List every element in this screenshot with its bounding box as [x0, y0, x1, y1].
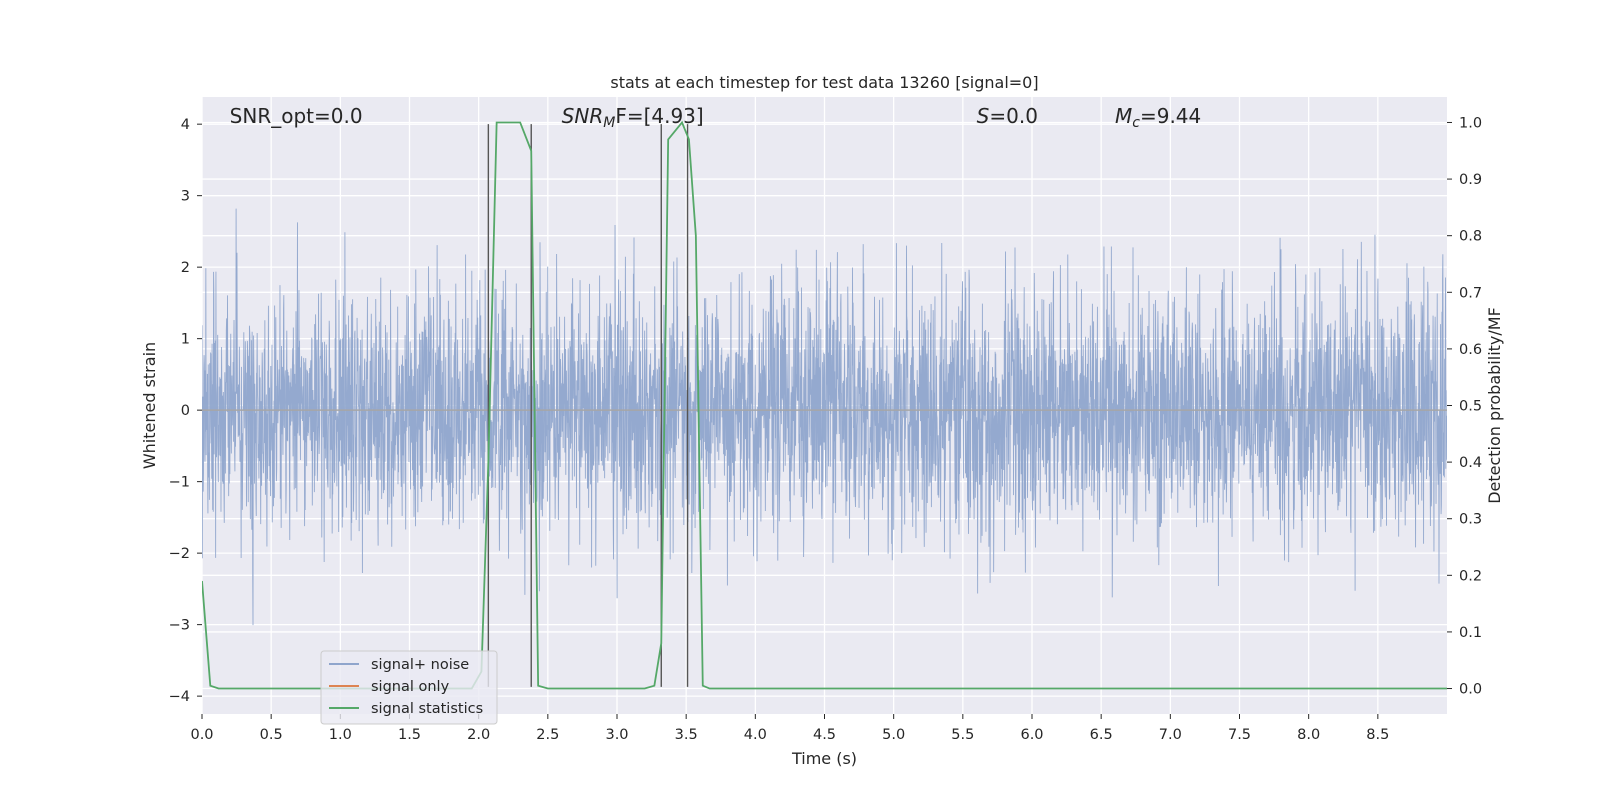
- x-tick-label: 8.5: [1366, 727, 1389, 743]
- x-tick-label: 5.0: [882, 727, 905, 743]
- y-left-tick-label: 1: [181, 332, 190, 348]
- x-tick-label: 8.0: [1297, 727, 1320, 743]
- x-tick-label: 2.0: [467, 727, 490, 743]
- y-right-tick-label: 1.0: [1459, 115, 1482, 131]
- x-tick-label: 6.0: [1020, 727, 1043, 743]
- y-left-tick-label: 3: [181, 189, 190, 205]
- annotation-snr-mf: SNRMF=[4.93]: [562, 104, 704, 131]
- annotation-mc: Mc=9.44: [1115, 104, 1201, 131]
- y-left-tick-label: −4: [169, 689, 190, 705]
- series-signal-noise: [202, 208, 1447, 626]
- y-left-tick-label: −3: [169, 618, 190, 634]
- y-axis-label-left: Whitened strain: [140, 342, 159, 469]
- x-tick-label: 7.0: [1159, 727, 1182, 743]
- y-right-tick-label: 0.2: [1459, 568, 1482, 584]
- x-tick-label: 6.5: [1090, 727, 1113, 743]
- y-left-tick-label: 2: [181, 260, 190, 276]
- y-left-tick-label: −2: [169, 546, 190, 562]
- y-right-tick-label: 0.7: [1459, 285, 1482, 301]
- y-left-tick-label: 4: [181, 117, 190, 133]
- y-right-tick-label: 0.4: [1459, 455, 1482, 471]
- y-right-tick-label: 0.6: [1459, 342, 1482, 358]
- x-axis-label: Time (s): [791, 749, 857, 768]
- axes: 0.0 0.5 1.0 1.5 2.0 2.5 3.0 3.5 4.0 4.5 5.0 5.5 6.0 6…: [169, 115, 1482, 743]
- y-right-tick-label: 0.8: [1459, 229, 1482, 245]
- legend-label-signal-only: signal only: [371, 679, 450, 695]
- x-tick-label: 3.5: [675, 727, 698, 743]
- x-tick-label: 0.5: [260, 727, 283, 743]
- x-tick-label: 2.5: [536, 727, 559, 743]
- x-tick-label: 3.0: [605, 727, 628, 743]
- y-left-tick-label: 0: [181, 403, 190, 419]
- y-right-tick-label: 0.3: [1459, 512, 1482, 528]
- x-tick-label: 0.0: [190, 727, 213, 743]
- y-right-tick-label: 0.0: [1459, 682, 1482, 698]
- x-tick-label: 1.0: [329, 727, 352, 743]
- annotations: SNR_opt=0.0 SNRMF=[4.93] S=0.0 Mc=9.44: [230, 104, 1202, 131]
- y-right-tick-label: 0.5: [1459, 399, 1482, 415]
- y-axis-label-right: Detection probability/MF: [1485, 307, 1504, 504]
- legend-box: [320, 650, 498, 725]
- x-tick-label: 5.5: [951, 727, 974, 743]
- y-left-tick-label: −1: [169, 475, 190, 491]
- legend: signal+ noise signal only signal statist…: [320, 650, 498, 725]
- y-right-tick-label: 0.1: [1459, 625, 1482, 641]
- x-tick-label: 1.5: [398, 727, 421, 743]
- annotation-snr-opt: SNR_opt=0.0: [230, 104, 363, 128]
- x-tick-label: 7.5: [1228, 727, 1251, 743]
- x-tick-label: 4.5: [813, 727, 836, 743]
- chart-title: stats at each timestep for test data 132…: [610, 73, 1038, 92]
- legend-label-signal-statistics: signal statistics: [371, 701, 483, 717]
- x-tick-label: 4.0: [744, 727, 767, 743]
- legend-label-signal-noise: signal+ noise: [371, 657, 469, 673]
- y-right-tick-label: 0.9: [1459, 172, 1482, 188]
- annotation-s-stat: S=0.0: [977, 104, 1038, 128]
